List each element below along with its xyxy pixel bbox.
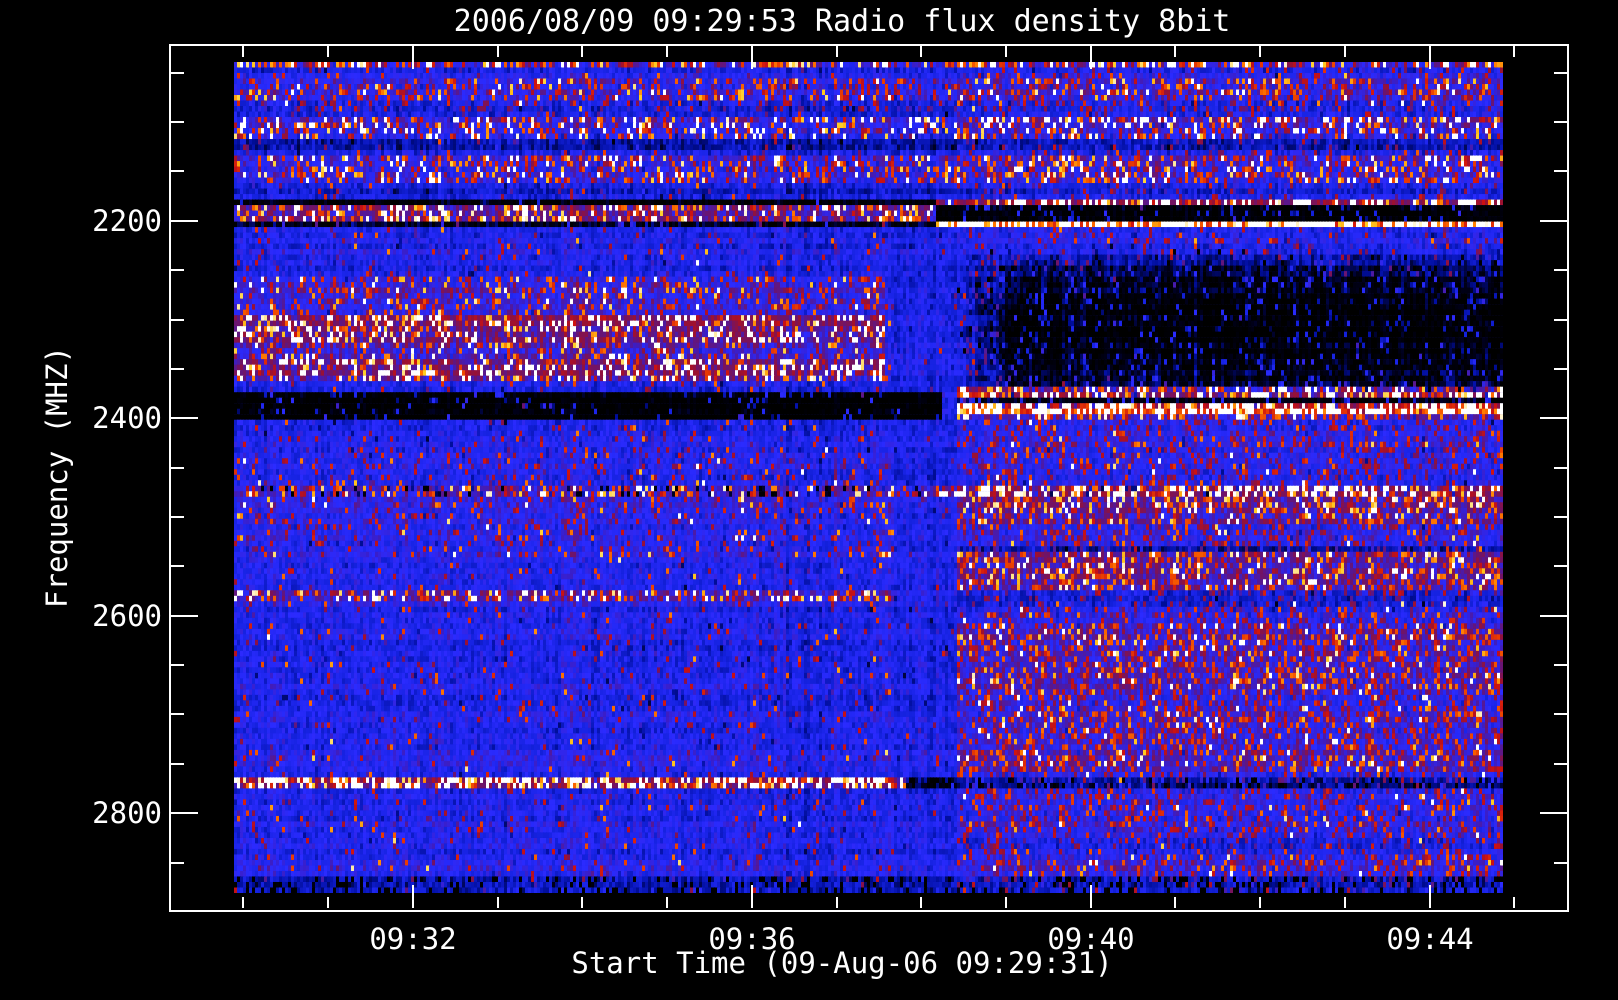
y-minor-tick xyxy=(171,516,184,518)
y-minor-tick xyxy=(171,862,184,864)
x-minor-tick xyxy=(1259,897,1261,908)
x-minor-tick xyxy=(1005,46,1007,57)
y-tick-label: 2600 xyxy=(92,599,162,633)
y-minor-tick xyxy=(1554,713,1567,715)
x-minor-tick xyxy=(242,897,244,908)
x-tick-label: 09:32 xyxy=(369,922,457,956)
x-minor-tick xyxy=(666,46,668,57)
x-major-tick xyxy=(1429,885,1431,908)
x-minor-tick xyxy=(836,46,838,57)
y-minor-tick xyxy=(171,72,184,74)
y-minor-tick xyxy=(1554,170,1567,172)
x-minor-tick xyxy=(1005,897,1007,908)
y-minor-tick xyxy=(1554,368,1567,370)
y-minor-tick xyxy=(171,121,184,123)
x-minor-tick xyxy=(581,897,583,908)
x-minor-tick xyxy=(920,46,922,57)
y-tick-label: 2400 xyxy=(92,401,162,435)
x-major-tick xyxy=(1090,885,1092,908)
y-minor-tick xyxy=(1554,319,1567,321)
x-minor-tick xyxy=(497,46,499,57)
y-minor-tick xyxy=(1554,121,1567,123)
x-axis-label: Start Time (09-Aug-06 09:29:31) xyxy=(571,946,1113,980)
x-major-tick xyxy=(1429,46,1431,69)
x-minor-tick xyxy=(327,46,329,57)
x-tick-label: 09:40 xyxy=(1047,922,1135,956)
y-minor-tick xyxy=(1554,664,1567,666)
spectrogram-canvas xyxy=(234,62,1503,893)
y-major-tick xyxy=(1540,615,1567,617)
plot-frame xyxy=(169,44,1569,912)
y-major-tick xyxy=(1540,220,1567,222)
x-major-tick xyxy=(751,46,753,69)
y-minor-tick xyxy=(171,565,184,567)
x-minor-tick xyxy=(581,46,583,57)
y-minor-tick xyxy=(1554,72,1567,74)
x-major-tick xyxy=(1090,46,1092,69)
y-minor-tick xyxy=(1554,467,1567,469)
y-major-tick xyxy=(1540,812,1567,814)
y-major-tick xyxy=(171,417,198,419)
x-minor-tick xyxy=(1174,897,1176,908)
x-minor-tick xyxy=(242,46,244,57)
y-minor-tick xyxy=(1554,516,1567,518)
y-tick-label: 2200 xyxy=(92,204,162,238)
y-major-tick xyxy=(171,812,198,814)
y-major-tick xyxy=(171,220,198,222)
x-minor-tick xyxy=(497,897,499,908)
x-minor-tick xyxy=(920,897,922,908)
x-minor-tick xyxy=(1513,46,1515,57)
x-minor-tick xyxy=(1513,897,1515,908)
y-tick-label: 2800 xyxy=(92,796,162,830)
x-minor-tick xyxy=(666,897,668,908)
y-minor-tick xyxy=(171,170,184,172)
y-minor-tick xyxy=(171,763,184,765)
y-minor-tick xyxy=(171,713,184,715)
y-minor-tick xyxy=(1554,763,1567,765)
y-minor-tick xyxy=(171,664,184,666)
y-minor-tick xyxy=(1554,269,1567,271)
chart-title: 2006/08/09 09:29:53 Radio flux density 8… xyxy=(453,4,1231,39)
x-minor-tick xyxy=(327,897,329,908)
y-minor-tick xyxy=(171,467,184,469)
y-minor-tick xyxy=(171,368,184,370)
y-major-tick xyxy=(1540,417,1567,419)
y-major-tick xyxy=(171,615,198,617)
x-major-tick xyxy=(412,885,414,908)
y-axis-label: Frequency (MHZ) xyxy=(40,346,74,608)
x-tick-label: 09:44 xyxy=(1386,922,1474,956)
y-minor-tick xyxy=(1554,565,1567,567)
x-minor-tick xyxy=(1174,46,1176,57)
x-minor-tick xyxy=(836,897,838,908)
x-minor-tick xyxy=(1344,897,1346,908)
x-minor-tick xyxy=(1344,46,1346,57)
x-major-tick xyxy=(412,46,414,69)
y-minor-tick xyxy=(171,269,184,271)
x-major-tick xyxy=(751,885,753,908)
x-minor-tick xyxy=(1259,46,1261,57)
y-minor-tick xyxy=(171,319,184,321)
y-minor-tick xyxy=(1554,862,1567,864)
x-tick-label: 09:36 xyxy=(708,922,796,956)
